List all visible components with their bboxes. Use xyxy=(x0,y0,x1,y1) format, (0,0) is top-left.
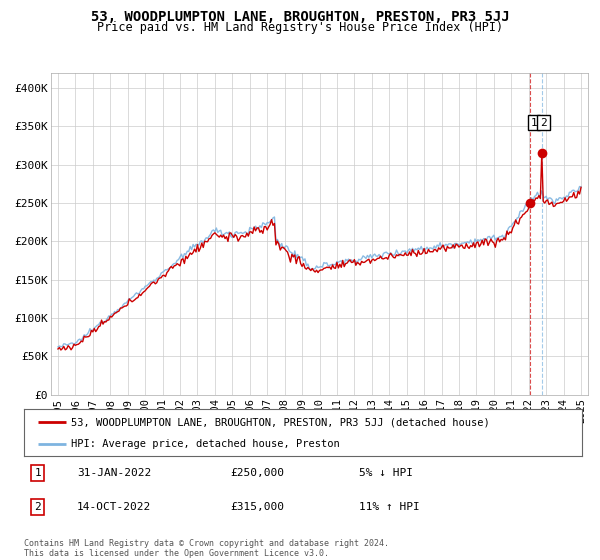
Text: Price paid vs. HM Land Registry's House Price Index (HPI): Price paid vs. HM Land Registry's House … xyxy=(97,21,503,34)
Text: 14-OCT-2022: 14-OCT-2022 xyxy=(77,502,151,512)
Text: £250,000: £250,000 xyxy=(230,468,284,478)
Text: 5% ↓ HPI: 5% ↓ HPI xyxy=(359,468,413,478)
Text: 31-JAN-2022: 31-JAN-2022 xyxy=(77,468,151,478)
Text: 2: 2 xyxy=(35,502,41,512)
Text: 1: 1 xyxy=(530,118,538,128)
Text: 53, WOODPLUMPTON LANE, BROUGHTON, PRESTON, PR3 5JJ (detached house): 53, WOODPLUMPTON LANE, BROUGHTON, PRESTO… xyxy=(71,417,490,427)
Text: 11% ↑ HPI: 11% ↑ HPI xyxy=(359,502,419,512)
Text: £315,000: £315,000 xyxy=(230,502,284,512)
Text: 1: 1 xyxy=(35,468,41,478)
Text: Contains HM Land Registry data © Crown copyright and database right 2024.
This d: Contains HM Land Registry data © Crown c… xyxy=(24,539,389,558)
Text: 53, WOODPLUMPTON LANE, BROUGHTON, PRESTON, PR3 5JJ: 53, WOODPLUMPTON LANE, BROUGHTON, PRESTO… xyxy=(91,10,509,24)
Text: 2: 2 xyxy=(540,118,547,128)
Text: HPI: Average price, detached house, Preston: HPI: Average price, detached house, Pres… xyxy=(71,439,340,449)
